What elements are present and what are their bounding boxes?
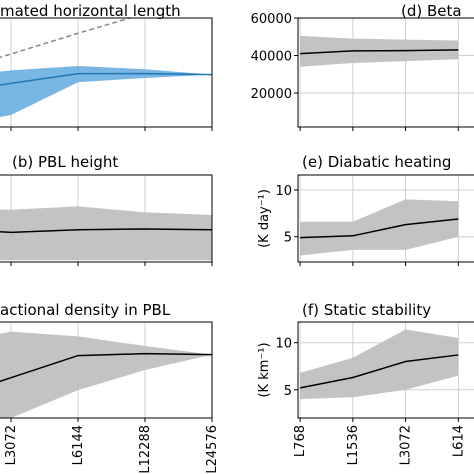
y-tick-label: 40000: [251, 50, 292, 65]
line: [0, 72, 212, 86]
line: [0, 352, 212, 383]
band: [300, 329, 459, 400]
plot-area: [0, 18, 212, 127]
line: [300, 218, 459, 239]
plot-area: [298, 18, 474, 127]
panel: L768 L1536 L3072 L614 5 10(K km⁻¹) (f) Static …: [257, 301, 474, 465]
x-tick-label: L1536: [346, 425, 361, 465]
line: [300, 49, 459, 55]
axes-frame: [0, 321, 213, 419]
panel: 20000 40000 60000 (d) Beta: [251, 2, 474, 131]
x-tick-label: L3072: [399, 425, 414, 465]
plot-area: [298, 322, 474, 418]
y-tick-label: 60000: [251, 12, 292, 27]
band: [0, 331, 212, 418]
panel-title: mated horizontal length: [0, 2, 181, 20]
line: [299, 354, 459, 389]
axes-frame: [297, 321, 474, 419]
line: [0, 228, 212, 234]
panel-title: (d) Beta: [401, 2, 462, 20]
plot-area: [0, 175, 212, 262]
x-tick-label: L12288: [138, 425, 153, 474]
y-tick-label: 20000: [251, 87, 292, 102]
x-tick-label: L768: [293, 425, 308, 457]
panel: 5 10(K day⁻¹) (e) Diabatic heating: [257, 153, 474, 266]
panel: 6L3072L6144L12288L24576actional density …: [0, 301, 220, 474]
x-tick-label: L24576: [205, 425, 220, 474]
axes-frame: [0, 174, 213, 263]
y-axis-label: (K day⁻¹): [257, 189, 272, 248]
x-tick-label: L6144: [71, 425, 86, 465]
line: [0, 18, 133, 59]
axes-frame: [297, 17, 474, 128]
y-tick-label: 10: [275, 337, 292, 352]
plot-area: [298, 175, 474, 262]
x-tick-label: L3072: [4, 425, 19, 465]
x-tick-label: L614: [451, 425, 466, 457]
plot-area: [0, 322, 212, 418]
panel: (b) PBL height: [0, 153, 213, 266]
panel-title: (b) PBL height: [12, 153, 118, 171]
band: [300, 199, 459, 256]
axes-frame: [0, 17, 213, 128]
band: [0, 65, 212, 117]
y-tick-label: 10: [275, 184, 292, 199]
y-axis-label: (K km⁻¹): [257, 342, 272, 397]
panel-title: (f) Static stability: [302, 301, 431, 319]
panel-title: actional density in PBL: [0, 301, 171, 319]
y-tick-label: 5: [284, 384, 292, 399]
panel: mated horizontal length: [0, 2, 213, 131]
panel-title: (e) Diabatic heating: [302, 153, 451, 171]
y-tick-label: 5: [284, 231, 292, 246]
axes-frame: [297, 174, 474, 263]
band: [0, 206, 212, 261]
